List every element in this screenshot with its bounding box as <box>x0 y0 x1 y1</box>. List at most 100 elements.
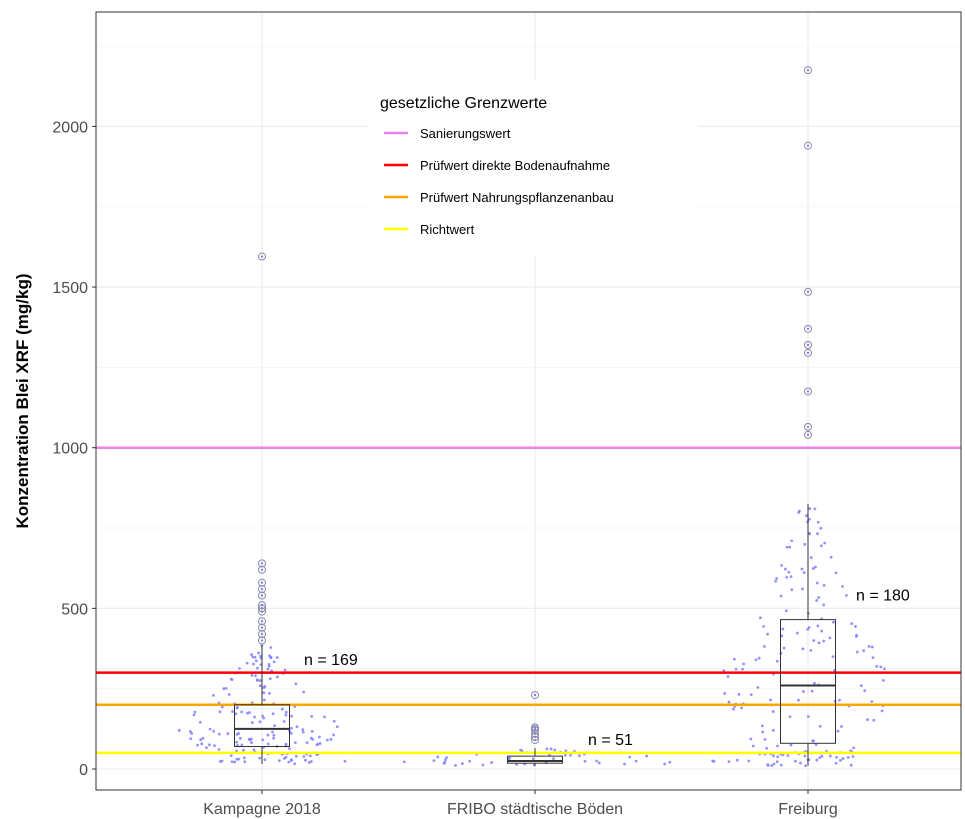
data-point <box>553 748 557 752</box>
data-point <box>240 710 244 714</box>
data-point <box>238 667 241 670</box>
data-point <box>508 756 512 760</box>
data-point <box>766 763 770 766</box>
data-point <box>815 581 819 585</box>
data-point <box>199 738 203 742</box>
data-point <box>329 738 333 741</box>
data-point <box>192 713 196 717</box>
data-point <box>224 686 228 690</box>
data-point <box>722 669 726 672</box>
data-point <box>862 649 866 653</box>
data-point <box>212 693 215 697</box>
data-point <box>258 756 262 760</box>
data-point <box>785 609 788 613</box>
data-point <box>234 712 238 716</box>
data-point <box>235 749 238 753</box>
data-point <box>436 755 440 759</box>
data-point <box>788 715 792 719</box>
data-point <box>289 758 293 762</box>
data-point <box>854 625 857 628</box>
data-point <box>287 760 291 764</box>
data-point <box>243 760 247 764</box>
data-point <box>871 656 875 660</box>
data-point <box>193 710 197 714</box>
n-label: n = 51 <box>588 732 633 749</box>
data-point <box>597 761 601 765</box>
data-point <box>549 747 553 751</box>
x-axis: Kampagne 2018 FRIBO städtische Böden Freib… <box>203 790 838 818</box>
data-point <box>468 759 472 763</box>
data-point <box>831 655 835 659</box>
data-point <box>481 763 485 767</box>
data-point <box>844 594 848 597</box>
data-point <box>846 756 850 759</box>
data-point <box>305 741 309 745</box>
data-point <box>822 584 826 587</box>
data-point <box>577 754 581 758</box>
data-point <box>267 664 271 668</box>
data-point <box>735 758 739 762</box>
data-point <box>799 761 802 765</box>
data-point <box>732 657 736 661</box>
outlier-center <box>806 390 810 393</box>
data-point <box>734 667 738 671</box>
box <box>234 704 290 748</box>
data-point <box>230 678 234 681</box>
data-point <box>318 742 322 745</box>
data-point <box>817 641 821 645</box>
data-point <box>250 741 253 744</box>
data-point <box>250 673 254 677</box>
outlier-center <box>260 562 264 565</box>
data-point <box>220 705 224 709</box>
data-point <box>765 746 769 750</box>
y-tick-label: 1000 <box>52 441 88 458</box>
data-point <box>770 764 774 767</box>
legend: gesetzliche Grenzwerte Sanierungswert Prü… <box>368 80 698 255</box>
data-point <box>266 742 270 746</box>
data-point <box>766 632 769 636</box>
data-point <box>317 735 321 739</box>
data-point <box>231 710 234 713</box>
data-point <box>288 747 291 750</box>
data-point <box>226 732 230 735</box>
outlier-point <box>258 578 266 587</box>
data-point <box>325 738 329 742</box>
data-point <box>248 711 251 714</box>
legend-label: Prüfwert direkte Bodenaufnahme <box>420 158 610 173</box>
data-point <box>776 744 779 748</box>
data-point <box>445 756 448 759</box>
data-point <box>251 655 255 659</box>
data-point <box>275 675 279 679</box>
data-point <box>284 710 288 714</box>
data-point <box>645 754 649 758</box>
data-point <box>259 654 263 658</box>
data-point <box>236 705 239 709</box>
data-point <box>820 754 824 758</box>
data-point <box>663 762 667 766</box>
outlier-center <box>533 693 537 697</box>
data-point <box>776 755 780 759</box>
legend-item: Richtwert <box>384 222 475 237</box>
data-point <box>256 666 259 670</box>
data-point <box>252 748 256 752</box>
data-point <box>277 759 281 763</box>
data-point <box>867 644 871 648</box>
data-point <box>790 539 794 543</box>
data-point <box>307 760 311 764</box>
data-point <box>747 759 751 763</box>
x-tick-label: Kampagne 2018 <box>203 801 321 818</box>
data-point <box>802 690 805 693</box>
data-point <box>809 648 813 652</box>
data-point <box>875 665 879 668</box>
data-point <box>290 714 294 718</box>
data-point <box>275 656 279 659</box>
data-point <box>789 743 793 747</box>
data-point <box>205 746 208 750</box>
data-point <box>740 706 744 710</box>
outlier-point <box>804 287 812 296</box>
data-point <box>785 575 789 579</box>
data-point <box>804 764 808 768</box>
data-point <box>806 715 810 719</box>
data-point <box>271 712 275 716</box>
data-point <box>820 629 824 633</box>
